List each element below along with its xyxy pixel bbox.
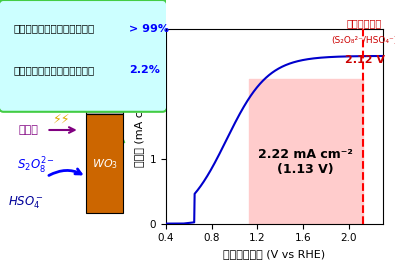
- Text: 2.2%: 2.2%: [130, 65, 160, 75]
- Text: 2.22 mA cm⁻²
(1.13 V): 2.22 mA cm⁻² (1.13 V): [258, 148, 353, 176]
- Y-axis label: 光電流 (mA cm⁻²): 光電流 (mA cm⁻²): [134, 85, 144, 167]
- Polygon shape: [91, 104, 124, 143]
- Text: 過硫酸生成のための選択性：: 過硫酸生成のための選択性：: [13, 24, 94, 34]
- FancyBboxPatch shape: [0, 0, 167, 112]
- Text: $HSO_4^-$: $HSO_4^-$: [8, 194, 44, 211]
- Text: $WO_3$: $WO_3$: [92, 157, 118, 171]
- Bar: [86, 99, 123, 114]
- Text: 太陽光エネルギー変換効率：: 太陽光エネルギー変換効率：: [13, 65, 94, 75]
- Text: ⚡⚡: ⚡⚡: [53, 113, 70, 126]
- Text: 2.12 V: 2.12 V: [344, 55, 385, 64]
- Text: (S₂O₈²⁻/HSO₄⁻): (S₂O₈²⁻/HSO₄⁻): [331, 36, 395, 46]
- Text: 理論電解電圧: 理論電解電圧: [347, 18, 382, 28]
- Bar: [86, 114, 123, 213]
- Text: > 99%: > 99%: [130, 24, 169, 34]
- Text: $S_2O_8^{2-}$: $S_2O_8^{2-}$: [17, 156, 55, 177]
- X-axis label: 補助電源電圧 (V vs RHE): 補助電源電圧 (V vs RHE): [224, 249, 325, 259]
- Text: 太陽光: 太陽光: [18, 125, 38, 135]
